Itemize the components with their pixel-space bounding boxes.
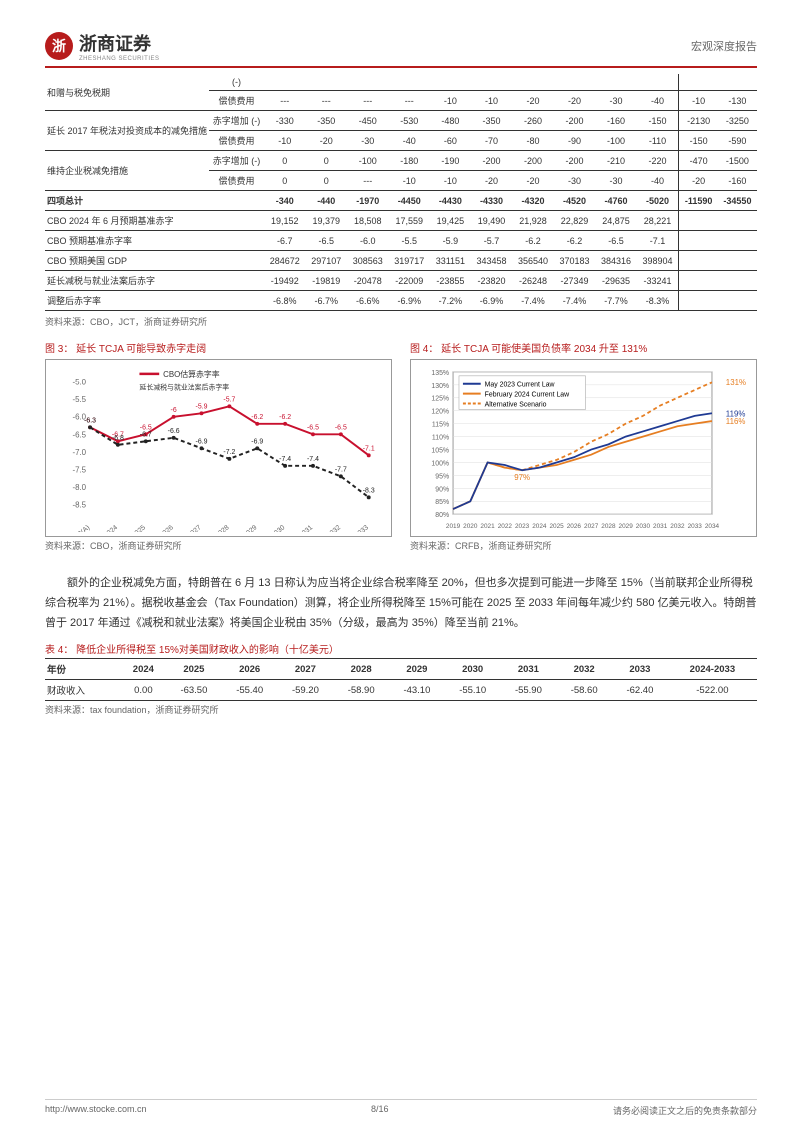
svg-text:110%: 110% bbox=[432, 435, 449, 442]
svg-text:-8.0: -8.0 bbox=[72, 483, 86, 492]
svg-text:CBO估算赤字率: CBO估算赤字率 bbox=[163, 369, 220, 379]
company-name: 浙商证券 bbox=[79, 30, 160, 56]
svg-text:2024: 2024 bbox=[103, 524, 119, 532]
svg-text:120%: 120% bbox=[431, 409, 449, 416]
svg-text:116%: 116% bbox=[726, 417, 746, 426]
svg-text:2021: 2021 bbox=[480, 523, 495, 530]
svg-text:2026: 2026 bbox=[567, 523, 582, 530]
svg-text:2022: 2022 bbox=[498, 523, 513, 530]
svg-text:Alternative Scenario: Alternative Scenario bbox=[485, 401, 547, 408]
table4: 年份20242025202620272028202920302031203220… bbox=[45, 658, 757, 701]
svg-text:100%: 100% bbox=[431, 460, 449, 467]
svg-text:-7.0: -7.0 bbox=[72, 448, 86, 457]
svg-text:-7.4: -7.4 bbox=[307, 456, 319, 463]
footer-page: 8/16 bbox=[371, 1104, 389, 1117]
svg-text:2033: 2033 bbox=[354, 524, 370, 532]
svg-text:-5.9: -5.9 bbox=[196, 403, 208, 410]
svg-text:-5.5: -5.5 bbox=[72, 395, 86, 404]
svg-text:-7.5: -7.5 bbox=[72, 465, 86, 474]
svg-text:2020: 2020 bbox=[463, 523, 478, 530]
svg-text:2032: 2032 bbox=[670, 523, 685, 530]
svg-text:-7.4: -7.4 bbox=[279, 456, 291, 463]
svg-text:-6: -6 bbox=[171, 407, 177, 414]
page-header: 浙 浙商证券 ZHESHANG SECURITIES 宏观深度报告 bbox=[45, 30, 757, 68]
svg-text:131%: 131% bbox=[726, 378, 746, 387]
svg-text:-6.8: -6.8 bbox=[112, 435, 124, 442]
svg-text:2023(A): 2023(A) bbox=[68, 524, 91, 532]
svg-text:-6.6: -6.6 bbox=[168, 428, 180, 435]
main-data-table: 和赠与税免税期(-)偿债费用-------------10-10-20-20-3… bbox=[45, 74, 757, 311]
svg-text:-7.7: -7.7 bbox=[335, 466, 347, 473]
logo-icon: 浙 bbox=[45, 32, 73, 60]
svg-text:-6.3: -6.3 bbox=[84, 417, 96, 424]
svg-text:-5.0: -5.0 bbox=[72, 378, 86, 387]
svg-text:2025: 2025 bbox=[131, 524, 147, 532]
svg-text:延长减税与就业法案后赤字率: 延长减税与就业法案后赤字率 bbox=[139, 383, 229, 392]
chart4-source: 资料来源：CRFB，浙商证券研究所 bbox=[410, 539, 757, 552]
company-name-en: ZHESHANG SECURITIES bbox=[79, 56, 160, 62]
svg-text:2024: 2024 bbox=[532, 523, 547, 530]
svg-text:2025: 2025 bbox=[549, 523, 564, 530]
svg-text:95%: 95% bbox=[435, 473, 449, 480]
svg-text:90%: 90% bbox=[435, 486, 449, 493]
svg-text:2031: 2031 bbox=[653, 523, 668, 530]
svg-text:-6.5: -6.5 bbox=[335, 424, 347, 431]
body-paragraph: 额外的企业税减免方面，特朗普在 6 月 13 日称认为应当将企业综合税率降至 2… bbox=[45, 574, 757, 633]
svg-text:2034: 2034 bbox=[705, 523, 720, 530]
svg-text:130%: 130% bbox=[431, 383, 449, 390]
footer-disclaimer: 请务必阅读正文之后的免责条款部分 bbox=[613, 1104, 757, 1117]
svg-text:85%: 85% bbox=[435, 499, 449, 506]
footer-url: http://www.stocke.com.cn bbox=[45, 1104, 147, 1117]
svg-text:-6.7: -6.7 bbox=[140, 431, 152, 438]
svg-text:135%: 135% bbox=[431, 370, 449, 377]
svg-text:-6.5: -6.5 bbox=[307, 424, 319, 431]
chart3: -5.0-5.5-6.0-6.5-7.0-7.5-8.0-8.52023(A)2… bbox=[45, 359, 392, 537]
table-source: 资料来源：CBO，JCT，浙商证券研究所 bbox=[45, 315, 757, 328]
logo: 浙 浙商证券 ZHESHANG SECURITIES bbox=[45, 30, 160, 62]
svg-text:125%: 125% bbox=[431, 396, 449, 403]
table4-source: 资料来源：tax foundation，浙商证券研究所 bbox=[45, 703, 757, 716]
chart3-title: 图 3： 延长 TCJA 可能导致赤字走阔 bbox=[45, 340, 392, 355]
chart4-title: 图 4： 延长 TCJA 可能使美国负债率 2034 升至 131% bbox=[410, 340, 757, 355]
svg-text:2033: 2033 bbox=[688, 523, 703, 530]
svg-text:-8.5: -8.5 bbox=[72, 500, 86, 509]
svg-text:2029: 2029 bbox=[242, 524, 258, 532]
svg-text:2026: 2026 bbox=[159, 524, 175, 532]
page-footer: http://www.stocke.com.cn 8/16 请务必阅读正文之后的… bbox=[45, 1099, 757, 1117]
svg-text:-8.3: -8.3 bbox=[363, 487, 375, 494]
svg-text:2030: 2030 bbox=[270, 524, 286, 532]
svg-text:2019: 2019 bbox=[446, 523, 461, 530]
svg-text:105%: 105% bbox=[431, 447, 449, 454]
svg-text:-6.9: -6.9 bbox=[251, 438, 263, 445]
svg-text:97%: 97% bbox=[514, 473, 530, 482]
svg-text:2028: 2028 bbox=[601, 523, 616, 530]
chart4: 80% 85% 90% 95% 100% 105% 110% 115% 120% 125% 130%… bbox=[410, 359, 757, 537]
svg-text:-6.9: -6.9 bbox=[196, 438, 208, 445]
svg-text:2029: 2029 bbox=[619, 523, 634, 530]
svg-text:2032: 2032 bbox=[326, 524, 342, 532]
svg-text:-6.2: -6.2 bbox=[279, 414, 291, 421]
svg-text:-6.5: -6.5 bbox=[72, 430, 86, 439]
svg-text:2027: 2027 bbox=[584, 523, 599, 530]
svg-text:-6.2: -6.2 bbox=[251, 414, 263, 421]
chart-row: 图 3： 延长 TCJA 可能导致赤字走阔 -5.0-5.5-6.0-6.5-7… bbox=[45, 340, 757, 564]
doc-type: 宏观深度报告 bbox=[691, 38, 757, 54]
svg-text:May 2023 Current Law: May 2023 Current Law bbox=[485, 382, 555, 389]
svg-text:-5.7: -5.7 bbox=[223, 396, 235, 403]
svg-text:-7.1: -7.1 bbox=[363, 445, 375, 452]
svg-text:2027: 2027 bbox=[187, 524, 203, 532]
svg-text:115%: 115% bbox=[432, 422, 449, 429]
svg-text:-6.5: -6.5 bbox=[140, 424, 152, 431]
svg-text:2030: 2030 bbox=[636, 523, 651, 530]
svg-text:2028: 2028 bbox=[214, 524, 230, 532]
svg-text:80%: 80% bbox=[435, 512, 449, 519]
svg-text:February 2024 Current Law: February 2024 Current Law bbox=[485, 392, 569, 399]
table4-title: 表 4： 降低企业所得税至 15%对美国财政收入的影响（十亿美元） bbox=[45, 641, 757, 656]
svg-text:2023: 2023 bbox=[515, 523, 530, 530]
svg-text:-7.2: -7.2 bbox=[223, 449, 235, 456]
svg-text:2031: 2031 bbox=[298, 524, 314, 532]
chart3-source: 资料来源：CBO，浙商证券研究所 bbox=[45, 539, 392, 552]
